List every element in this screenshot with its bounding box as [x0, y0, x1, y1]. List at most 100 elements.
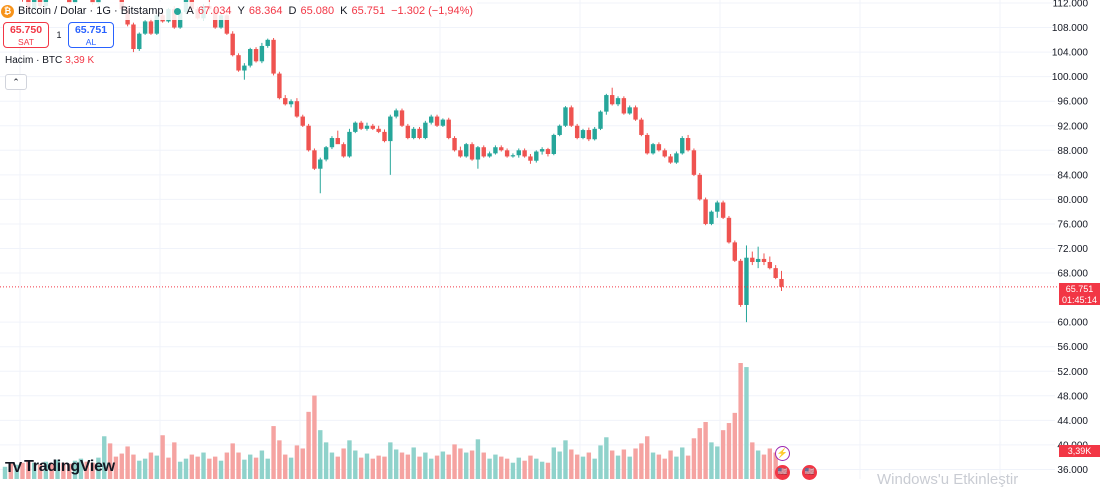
volume-bar	[539, 461, 545, 479]
candle	[230, 31, 235, 57]
price-tick-label: 112.000	[1053, 0, 1089, 10]
candle	[732, 240, 737, 263]
volume-bar	[358, 457, 364, 479]
volume-bar	[417, 456, 422, 479]
candle	[434, 114, 440, 127]
candle-body	[656, 144, 662, 151]
sell-price: 65.750	[9, 24, 43, 36]
candle-body	[645, 134, 650, 154]
volume-bar	[464, 452, 469, 479]
volume-label: Hacim · BTC	[5, 55, 63, 66]
volume-legend[interactable]: Hacim · BTC 3,39 K	[5, 55, 94, 66]
candle-body	[545, 149, 551, 154]
volume-bar	[113, 456, 119, 479]
volume-bar	[773, 452, 778, 479]
candle	[609, 87, 615, 106]
candle	[329, 136, 335, 150]
volume-bar	[142, 458, 148, 479]
volume-bar	[376, 455, 381, 479]
price-tick-label: 76.000	[1057, 219, 1088, 230]
candle	[347, 128, 352, 158]
volume-bar	[78, 458, 84, 479]
volume-bar	[469, 450, 475, 479]
candle-body	[574, 125, 580, 139]
candle-body	[720, 202, 726, 218]
volume-bar	[528, 455, 533, 479]
candle-body	[732, 242, 737, 261]
volume-bar	[259, 450, 265, 479]
candle-body	[680, 138, 685, 154]
buy-button[interactable]: 65.751 AL	[68, 22, 114, 48]
volume-bar	[399, 452, 405, 479]
volume-bar	[107, 443, 113, 479]
candle	[142, 20, 148, 35]
candle-body	[504, 150, 510, 157]
volume-bar	[166, 457, 171, 479]
volume-bar	[551, 447, 557, 479]
candle-body	[621, 98, 627, 114]
price-axis: 112.000 108.000 104.000 100.000 96.000 92.000…	[1052, 0, 1089, 476]
candle-body	[697, 174, 702, 200]
volume-bar	[720, 430, 726, 479]
candle-body	[493, 147, 498, 154]
volume-bar	[102, 436, 107, 479]
collapse-legend-button[interactable]: ⌃	[5, 74, 27, 90]
candle	[528, 153, 533, 164]
us-flag-event-icon[interactable]: 🇺🇸	[775, 465, 790, 480]
candle	[428, 114, 434, 125]
volume-bar	[411, 447, 416, 479]
candle-body	[224, 15, 230, 34]
volume-bar	[61, 462, 66, 479]
volume-bar	[668, 450, 673, 479]
volume-bar	[364, 453, 370, 479]
candle	[364, 122, 370, 131]
candlesticks	[22, 0, 784, 323]
candle	[335, 130, 340, 145]
volume-bar	[761, 454, 767, 479]
candle	[353, 121, 358, 134]
volume-bar	[715, 446, 720, 479]
tradingview-logo[interactable]: TV TradingView	[5, 458, 115, 476]
tradingview-logo-mark: TV	[5, 458, 22, 476]
candle-body	[67, 0, 72, 3]
lightning-event-icon[interactable]: ⚡	[775, 446, 790, 461]
candle	[376, 125, 381, 134]
price-tick-label: 68.000	[1057, 269, 1088, 280]
candle	[744, 245, 749, 323]
candle	[306, 123, 311, 152]
volume-bar	[703, 422, 708, 479]
us-flag-event-icon[interactable]: 🇺🇸	[802, 465, 817, 480]
volume-bar	[370, 458, 376, 479]
volume-bar	[323, 442, 329, 479]
volume-bar	[2, 466, 8, 479]
high-value: 68.364	[248, 5, 283, 17]
candle	[586, 127, 592, 142]
candle	[137, 32, 142, 51]
candle	[563, 106, 568, 127]
candle-body	[557, 125, 562, 135]
candle	[288, 99, 294, 108]
sell-button[interactable]: 65.750 SAT	[3, 22, 49, 48]
candle-body	[627, 107, 632, 114]
candle	[265, 38, 270, 48]
candle-body	[709, 211, 714, 224]
candle	[283, 95, 288, 106]
volume-bar	[277, 440, 282, 479]
candle-body	[405, 125, 411, 139]
candle	[417, 126, 422, 140]
candle-body	[586, 130, 592, 140]
volume-bar	[148, 452, 154, 479]
candle	[545, 147, 551, 157]
candle	[516, 148, 521, 158]
volume-bar	[685, 455, 691, 479]
candle-body	[137, 33, 142, 50]
candle-body	[761, 258, 767, 263]
symbol-title[interactable]: Bitcoin / Dolar · 1G · Bitstamp	[18, 5, 164, 17]
price-tick-label: 48.000	[1057, 391, 1088, 402]
candle	[67, 0, 72, 5]
volume-bar	[481, 452, 486, 479]
candle-body	[744, 257, 749, 305]
volume-bar	[125, 446, 130, 479]
candle-body	[604, 95, 609, 112]
